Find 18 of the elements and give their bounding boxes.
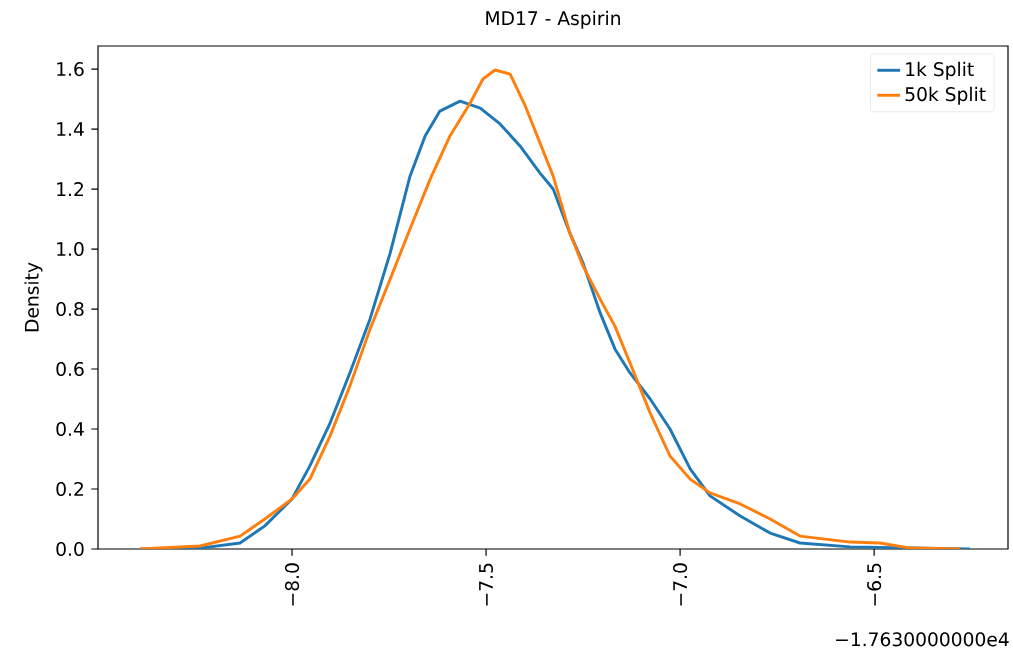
y-tick-label: 1.6 bbox=[57, 62, 84, 77]
chart-title: MD17 - Aspirin bbox=[486, 10, 620, 29]
text: −1.7630000000e4 bbox=[836, 632, 1009, 647]
y-tick-label: 1.4 bbox=[57, 122, 84, 136]
y-tick-label: 0.8 bbox=[56, 301, 84, 317]
y-tick-label: 1.0 bbox=[57, 241, 84, 257]
x-tick-label: −7.0 bbox=[673, 563, 688, 606]
y-tick-label: 0.2 bbox=[56, 481, 83, 497]
x-tick-label: −7.5 bbox=[479, 563, 494, 606]
y-axis-title: Density bbox=[24, 262, 43, 332]
y-tick-label: 1.2 bbox=[57, 182, 83, 196]
y-tick-label: 0.4 bbox=[56, 421, 84, 437]
legend-label: 1k Split bbox=[906, 61, 974, 80]
y-tick-label: 0.0 bbox=[56, 541, 84, 557]
legend-label: 50k Split bbox=[905, 86, 986, 105]
x-tick-label: −6.5 bbox=[867, 563, 882, 606]
x-tick-label: −8.0 bbox=[284, 563, 300, 606]
y-tick-label: 0.6 bbox=[56, 361, 84, 377]
